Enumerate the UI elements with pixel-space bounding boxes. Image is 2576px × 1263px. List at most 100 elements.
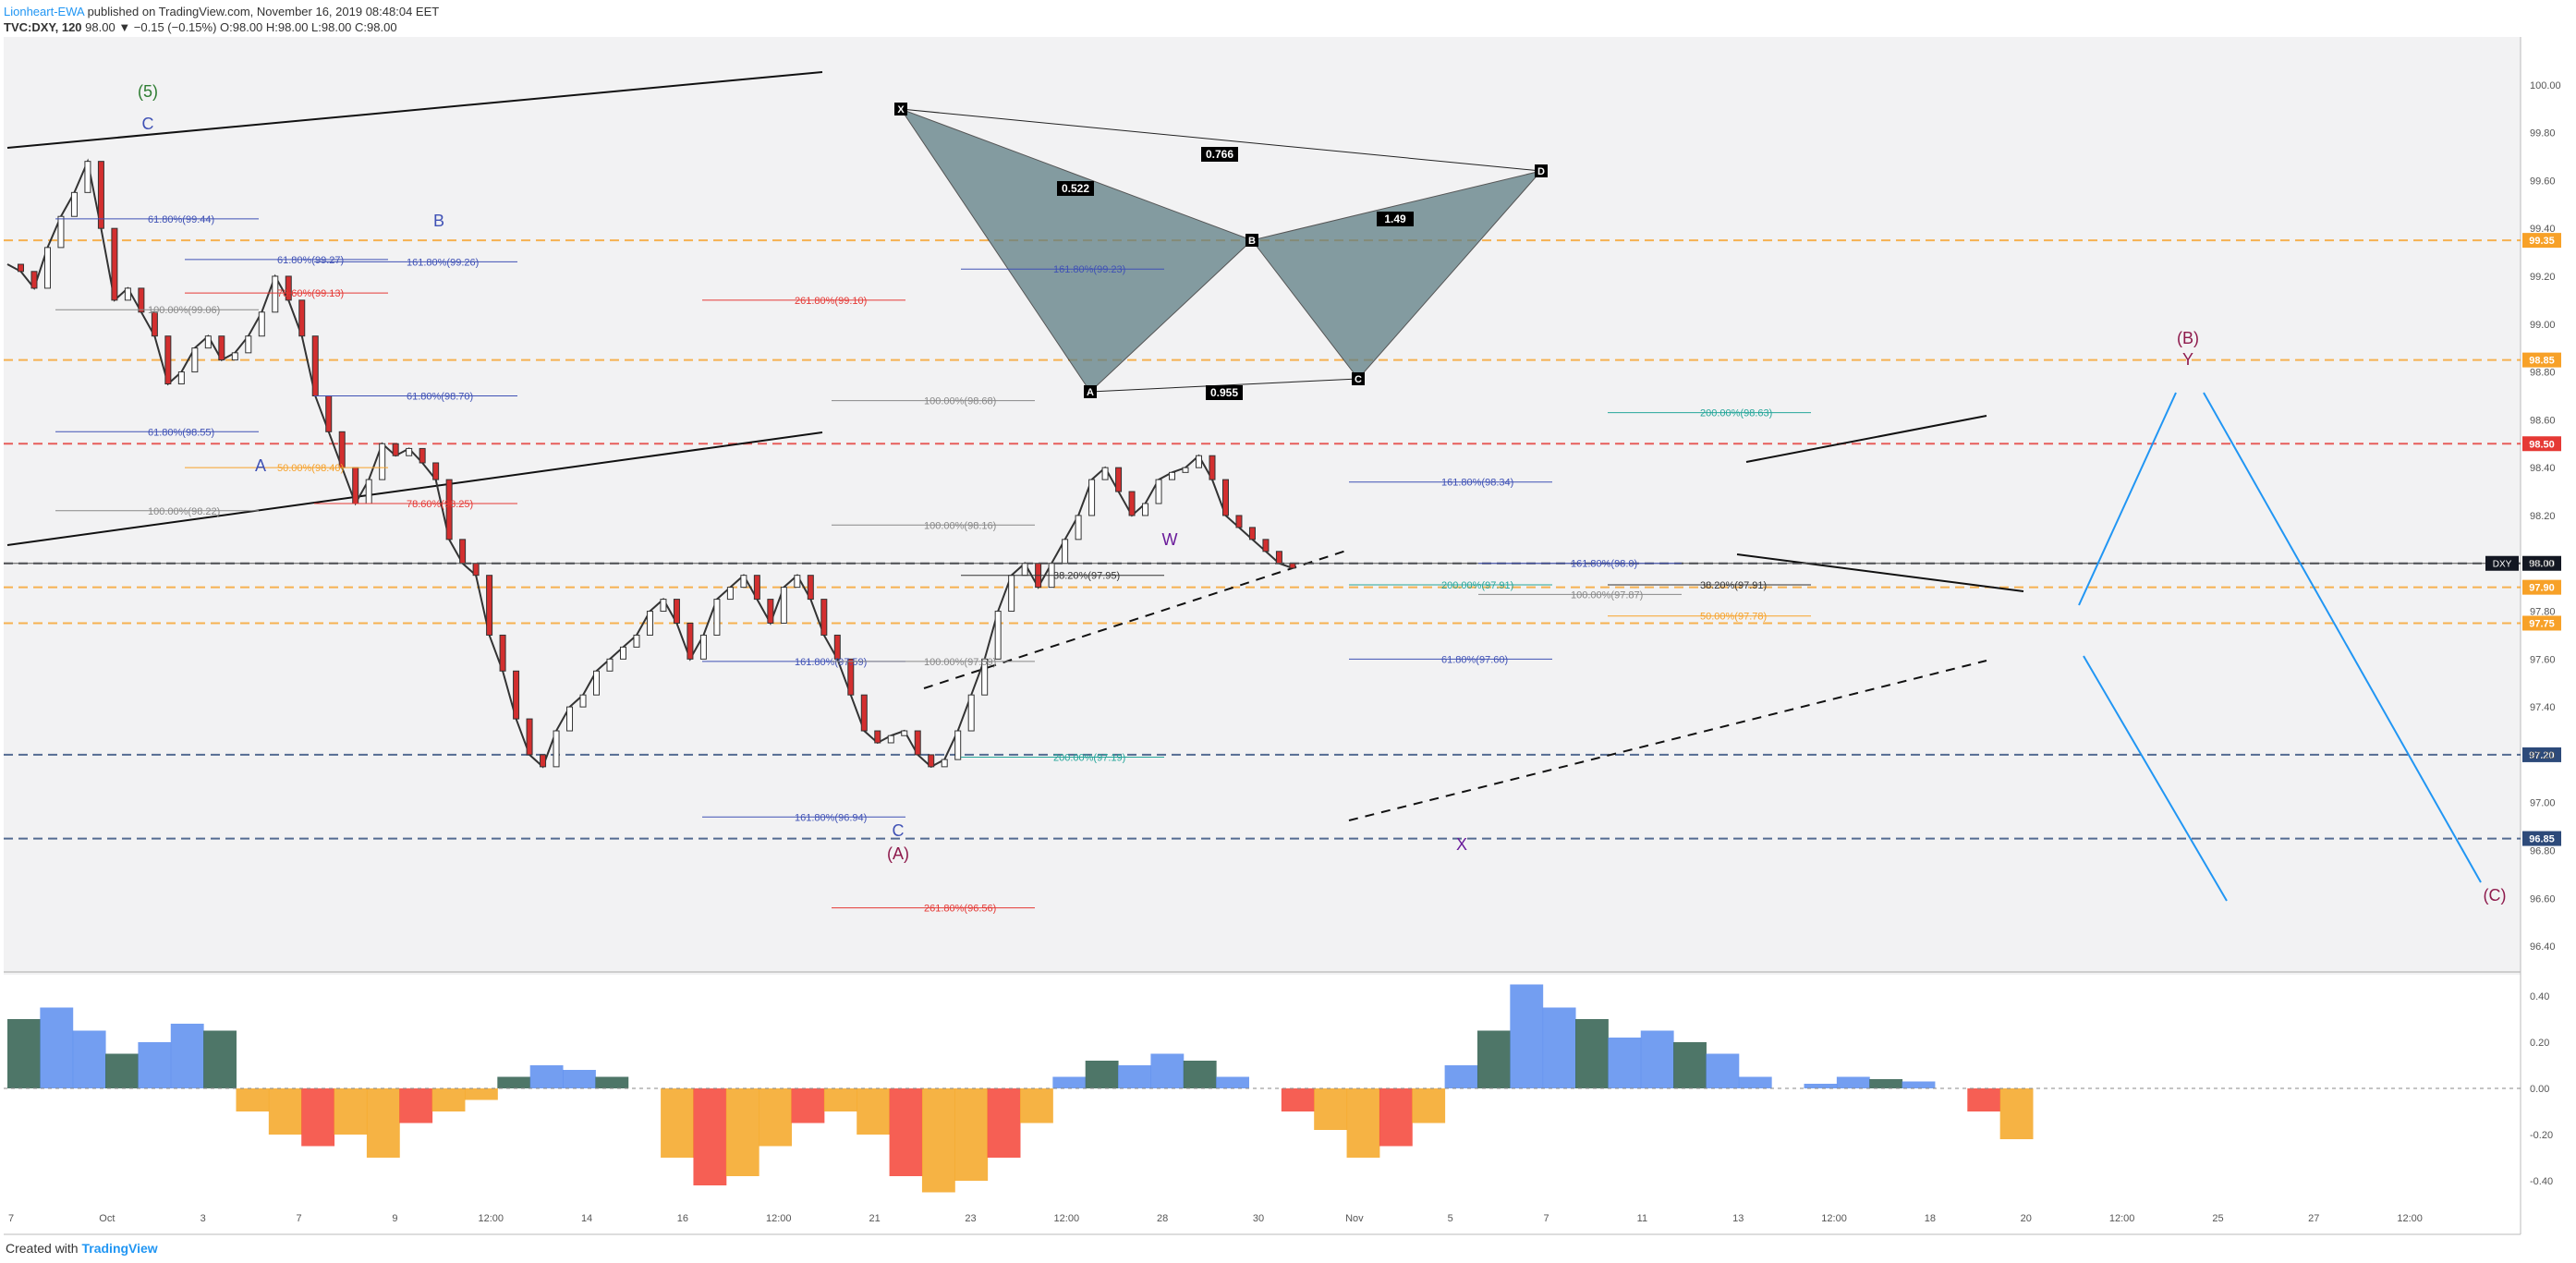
- candle: [1062, 539, 1069, 565]
- price-tick-label: 98.60: [2530, 415, 2556, 426]
- fib-label: 161.80%(97.59): [795, 657, 867, 668]
- oscillator-bar: [954, 1088, 989, 1181]
- candle: [111, 227, 118, 301]
- tradingview-logo[interactable]: TradingView: [81, 1241, 158, 1256]
- candle: [553, 730, 560, 768]
- price-tick-label: 100.00: [2530, 80, 2561, 91]
- oscillator-bar: [40, 1007, 74, 1088]
- time-tick-label: 25: [2212, 1213, 2223, 1224]
- candle: [566, 706, 574, 732]
- time-tick-label: 11: [1637, 1213, 1647, 1224]
- oscillator-bar: [759, 1088, 793, 1147]
- candle: [258, 311, 265, 337]
- wave-label: A: [255, 456, 266, 475]
- candle: [218, 335, 225, 361]
- candle: [887, 735, 894, 744]
- harmonic-ratio-bg: [1057, 181, 1094, 196]
- oscillator-bar: [1020, 1088, 1053, 1123]
- wave-label: (5): [138, 82, 158, 101]
- price-tick-label: 99.40: [2530, 224, 2556, 235]
- oscillator-bar: [464, 1088, 498, 1100]
- oscillator-bar: [1052, 1076, 1087, 1088]
- candle: [914, 730, 921, 756]
- time-tick-label: 23: [965, 1213, 976, 1224]
- price-tick-label: 96.80: [2530, 846, 2556, 857]
- price-tick-label: 97.20: [2530, 750, 2556, 761]
- fib-label: 100.00%(98.22): [148, 506, 220, 517]
- quote-info: 98.00 ▼ −0.15 (−0.15%) O:98.00 H:98.00 L…: [85, 20, 397, 34]
- wave-label: (A): [887, 844, 909, 863]
- trend-line: [1736, 553, 2024, 592]
- wave-label: (B): [2177, 329, 2199, 347]
- candle: [767, 599, 774, 624]
- candle: [1275, 551, 1282, 565]
- time-tick-label: 12:00: [1054, 1213, 1080, 1224]
- candle: [43, 247, 51, 289]
- fib-label: 61.80%(99.27): [277, 255, 344, 266]
- fib-label: 261.80%(99.10): [795, 296, 867, 307]
- oscillator-bar: [791, 1088, 825, 1123]
- oscillator-bar: [7, 1019, 41, 1088]
- candle: [753, 575, 760, 601]
- time-tick-label: 13: [1732, 1213, 1744, 1224]
- candle: [687, 622, 694, 660]
- time-tick-label: 7: [296, 1213, 301, 1224]
- price-tick-label: 99.60: [2530, 176, 2556, 187]
- oscillator-bar: [1510, 984, 1544, 1088]
- harmonic-xd-line: [900, 108, 1542, 172]
- time-tick-label: 18: [1925, 1213, 1936, 1224]
- fib-label: 200.00%(98.63): [1700, 408, 1772, 419]
- candle: [1088, 479, 1096, 516]
- oscillator-bar: [1281, 1088, 1315, 1111]
- trend-line: [923, 549, 1350, 689]
- oscillator-bar: [170, 1024, 204, 1088]
- oscillator-bar: [987, 1088, 1021, 1158]
- oscillator-bar: [1575, 1019, 1609, 1088]
- candle: [57, 215, 65, 249]
- candle: [619, 646, 626, 660]
- harmonic-ratio-bg: [1201, 147, 1238, 162]
- candle: [30, 271, 38, 289]
- time-tick-label: Oct: [99, 1213, 115, 1224]
- candle: [285, 275, 292, 301]
- candle: [513, 670, 520, 720]
- fib-label: 161.80%(99.26): [407, 257, 479, 268]
- time-tick-label: 21: [869, 1213, 880, 1224]
- projection-arrows: [2078, 392, 2482, 902]
- oscillator-pane: [4, 984, 2521, 1193]
- oscillator-bar: [236, 1088, 270, 1111]
- time-tick-label: 30: [1253, 1213, 1264, 1224]
- oscillator-bar: [1085, 1061, 1119, 1088]
- harmonic-ratio-bg: [1206, 385, 1243, 400]
- trend-line: [6, 431, 823, 546]
- projection-arrow: [2203, 392, 2482, 883]
- wave-label: Y: [2182, 350, 2193, 369]
- candle: [606, 658, 614, 672]
- candle: [325, 395, 333, 432]
- price-tag-bg: [2522, 615, 2561, 631]
- harmonic-point-bg: [1352, 372, 1365, 385]
- candle: [660, 599, 667, 613]
- candle: [1142, 503, 1149, 516]
- harmonic-point-label: X: [897, 104, 905, 115]
- fib-label: 100.00%(97.59): [924, 657, 996, 668]
- oscillator-bar: [138, 1042, 172, 1088]
- candle: [445, 479, 453, 540]
- price-tag-bg: [2522, 747, 2561, 762]
- author-link[interactable]: Lionheart-EWA: [4, 5, 84, 18]
- footer: Created with TradingView: [6, 1241, 158, 1256]
- candle: [928, 754, 935, 768]
- price-tick-label: 97.00: [2530, 798, 2556, 809]
- wave-label: B: [433, 212, 444, 230]
- time-tick-label: 9: [392, 1213, 397, 1224]
- price-tick-label: 97.80: [2530, 607, 2556, 618]
- time-tick-label: 5: [1448, 1213, 1453, 1224]
- oscillator-bar: [1412, 1088, 1446, 1123]
- oscillator-bar: [595, 1076, 629, 1088]
- candle: [1209, 455, 1216, 480]
- harmonic-point-bg: [1084, 385, 1097, 398]
- candle: [204, 335, 212, 349]
- price-tick-label: 97.60: [2530, 654, 2556, 665]
- fib-label: 61.80%(98.70): [407, 391, 473, 402]
